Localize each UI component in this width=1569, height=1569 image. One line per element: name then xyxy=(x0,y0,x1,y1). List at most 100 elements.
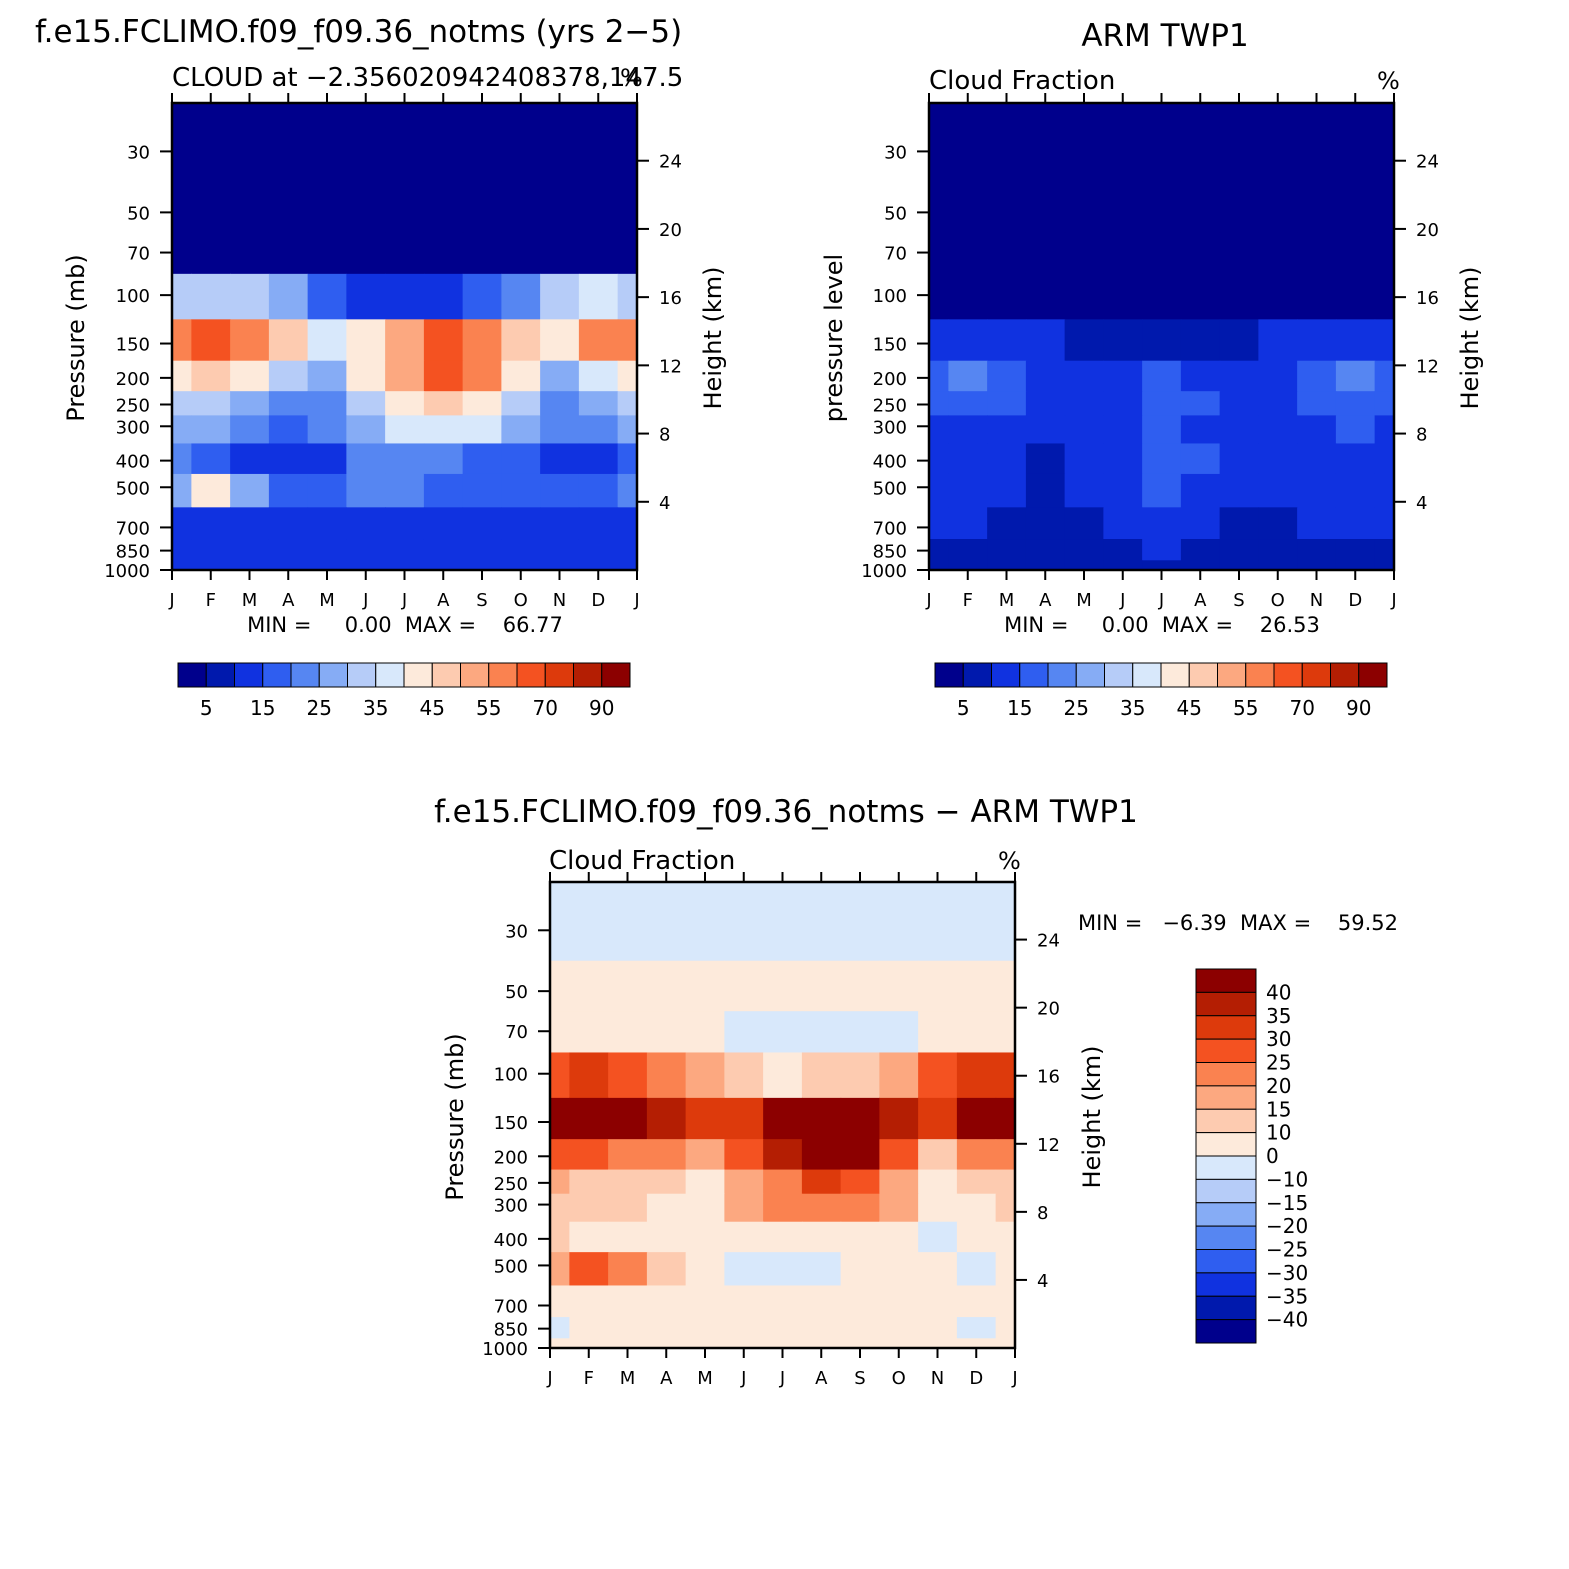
colorbar-box xyxy=(1195,1225,1257,1251)
heatmap-cell xyxy=(1025,473,1066,508)
colorbar-box xyxy=(1195,991,1257,1017)
height-tick-label: 24 xyxy=(1416,152,1439,173)
heatmap-cell xyxy=(1025,539,1066,561)
colorbar-box xyxy=(1160,662,1190,688)
x-tick-label: J xyxy=(779,1368,785,1389)
heatmap-cell xyxy=(1219,560,1259,571)
heatmap-cell xyxy=(1025,415,1066,445)
heatmap-cell xyxy=(385,539,425,561)
heatmap-cell xyxy=(987,443,1027,475)
heatmap-cell xyxy=(918,1139,958,1171)
heatmap-cell xyxy=(1142,391,1182,416)
heatmap-cell xyxy=(1103,415,1143,445)
x-tick-label: O xyxy=(514,590,528,611)
heatmap-cell xyxy=(879,1011,919,1054)
heatmap-cell xyxy=(540,507,580,540)
heatmap-cell xyxy=(840,882,880,907)
heatmap-cell xyxy=(1219,319,1259,362)
heatmap-cell xyxy=(995,1252,1016,1287)
heatmap-cell xyxy=(801,1011,842,1054)
heatmap-cell xyxy=(995,1011,1016,1054)
heatmap-cell xyxy=(1219,539,1259,561)
heatmap-cell xyxy=(1335,391,1376,416)
y-tick-label: 30 xyxy=(884,142,907,163)
heatmap-cell xyxy=(423,103,464,128)
heatmap-cell xyxy=(385,415,425,445)
heatmap-cell xyxy=(1025,181,1066,234)
heatmap-cell xyxy=(763,1193,803,1223)
heatmap-cell xyxy=(578,103,619,128)
heatmap-cell xyxy=(1297,103,1337,128)
diff-title: f.e15.FCLIMO.f09_f09.36_notms − ARM TWP1 xyxy=(434,794,1138,830)
y-tick-label: 250 xyxy=(873,396,907,417)
colorbar-box xyxy=(573,662,603,688)
heatmap-cell xyxy=(685,1097,725,1140)
heatmap-cell xyxy=(1219,181,1259,234)
heatmap-cell xyxy=(569,1097,609,1140)
heatmap-cell xyxy=(501,319,541,362)
colorbar-label: 25 xyxy=(1064,696,1089,720)
heatmap-cell xyxy=(385,181,425,234)
heatmap-cell xyxy=(948,319,988,362)
heatmap-cell xyxy=(1297,127,1337,183)
heatmap-cell xyxy=(724,1317,764,1339)
obs-units: % xyxy=(1377,67,1400,95)
heatmap-cell xyxy=(230,360,270,392)
heatmap-cell xyxy=(1180,232,1221,275)
heatmap-cell xyxy=(763,1011,803,1054)
heatmap-cell xyxy=(879,1169,919,1195)
heatmap-cell xyxy=(995,1097,1016,1140)
heatmap-cell xyxy=(1180,507,1221,540)
heatmap-cell xyxy=(948,415,988,445)
heatmap-cell xyxy=(540,560,580,571)
heatmap-cell xyxy=(550,1338,570,1349)
colorbar-label: 10 xyxy=(1266,1121,1291,1145)
heatmap-cell xyxy=(1219,391,1259,416)
heatmap-cell xyxy=(801,1338,842,1349)
colorbar-label: 55 xyxy=(1233,696,1258,720)
heatmap-cell xyxy=(1374,319,1395,362)
colorbar-label: 55 xyxy=(476,696,501,720)
heatmap-cell xyxy=(801,1169,842,1195)
heatmap-cell xyxy=(801,1317,842,1339)
heatmap-cell xyxy=(1064,181,1104,234)
heatmap-cell xyxy=(1374,443,1395,475)
heatmap-cell xyxy=(172,181,192,234)
heatmap-cell xyxy=(1335,539,1376,561)
heatmap-cell xyxy=(840,1221,880,1253)
heatmap-cell xyxy=(685,1169,725,1195)
heatmap-cell xyxy=(929,507,949,540)
heatmap-cell xyxy=(948,473,988,508)
heatmap-cell xyxy=(1103,539,1143,561)
colorbar-box xyxy=(1195,1178,1257,1204)
heatmap-cell xyxy=(840,1338,880,1349)
x-tick-label: O xyxy=(1271,590,1285,611)
colorbar-box xyxy=(1195,1319,1257,1344)
obs-ylabel-right: Height (km) xyxy=(1456,267,1484,410)
heatmap-cell xyxy=(617,507,638,540)
colorbar-box xyxy=(347,662,377,688)
heatmap-cell xyxy=(617,539,638,561)
heatmap-cell xyxy=(1258,273,1298,320)
x-tick-label: J xyxy=(925,590,931,611)
heatmap-cell xyxy=(191,360,231,392)
heatmap-cell xyxy=(578,232,619,275)
x-tick-label: N xyxy=(931,1368,944,1389)
heatmap-cell xyxy=(423,391,464,416)
heatmap-cell xyxy=(879,960,919,1012)
colorbar-box xyxy=(1195,1015,1257,1040)
x-tick-label: A xyxy=(282,590,295,611)
heatmap-cell xyxy=(763,1338,803,1349)
x-tick-label: J xyxy=(1158,590,1164,611)
heatmap-cell xyxy=(423,181,464,234)
colorbar-box xyxy=(1195,1249,1257,1274)
heatmap-cell xyxy=(840,1097,880,1140)
heatmap-cell xyxy=(987,507,1027,540)
heatmap-cell xyxy=(501,560,541,571)
heatmap-cell xyxy=(578,560,619,571)
colorbar-label: −35 xyxy=(1266,1284,1308,1308)
heatmap-cell xyxy=(995,1221,1016,1253)
y-tick-label: 500 xyxy=(116,478,150,499)
heatmap-cell xyxy=(995,1139,1016,1171)
heatmap-cell xyxy=(191,539,231,561)
